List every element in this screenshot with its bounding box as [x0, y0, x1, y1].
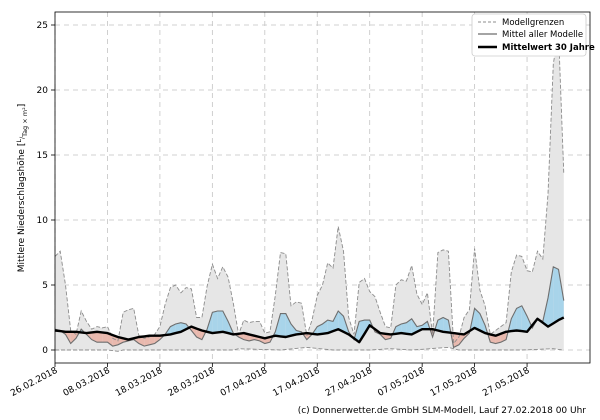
- x-tick-label: 07.05.2018: [376, 366, 426, 399]
- above-average-fill: [422, 321, 428, 330]
- above-average-fill: [170, 324, 176, 335]
- above-average-fill: [411, 318, 417, 335]
- above-average-fill: [338, 311, 344, 332]
- below-average-fill: [102, 332, 108, 343]
- series-line-mean-models: [55, 265, 565, 349]
- series-line-range-upper: [55, 31, 565, 345]
- legend-label-mean-30y: Mittelwert 30 Jahre: [502, 43, 595, 53]
- x-tick-label: 27.04.2018: [324, 366, 374, 399]
- above-average-fill: [558, 269, 564, 321]
- above-average-fill: [511, 308, 517, 332]
- above-average-fill: [327, 320, 333, 334]
- below-average-fill: [196, 328, 202, 340]
- below-average-fill: [91, 331, 97, 343]
- above-average-fill: [291, 324, 297, 336]
- range-band: [55, 31, 564, 352]
- above-average-fill: [521, 305, 528, 332]
- above-average-fill: [222, 311, 229, 334]
- x-tick-label: 17.04.2018: [271, 366, 321, 399]
- below-average-fill: [149, 335, 155, 345]
- above-average-fill: [443, 317, 449, 333]
- series-line-range-lower: [55, 346, 564, 352]
- x-tick-label: 28.03.2018: [167, 366, 217, 399]
- series-areas: [55, 31, 564, 352]
- y-tick-label: 25: [37, 21, 48, 31]
- x-tick-label: 27.05.2018: [481, 366, 531, 399]
- series-line-mean-30y: [55, 316, 565, 344]
- above-average-fill: [474, 308, 480, 331]
- above-average-fill: [175, 322, 181, 334]
- above-average-fill: [359, 320, 365, 343]
- above-average-fill: [401, 322, 407, 334]
- plot-frame: [54, 11, 591, 364]
- legend-label-range: Modellgrenzen: [502, 18, 564, 28]
- y-axis-label: Mittlere Niederschlagshöhe [L/Tag × m²]: [15, 104, 29, 272]
- above-average-fill: [317, 324, 323, 335]
- y-tick-label: 0: [42, 346, 48, 356]
- x-tick-label: 17.05.2018: [429, 366, 479, 399]
- above-average-fill: [406, 318, 412, 335]
- legend-label-mean-models: Mittel aller Modelle: [502, 30, 583, 40]
- below-average-fill: [154, 335, 160, 344]
- above-average-fill: [280, 313, 286, 337]
- legend-box: [471, 13, 587, 57]
- above-average-fill: [548, 266, 554, 327]
- y-tick-label: 10: [37, 216, 49, 226]
- x-tick-label: 08.03.2018: [62, 366, 112, 399]
- above-average-fill: [527, 316, 532, 332]
- x-axis: 26.02.2018 08.03.2018 18.03.2018 28.03.2018…: [9, 363, 532, 399]
- above-average-fill: [217, 311, 223, 333]
- legend: Modellgrenzen Mittel aller Modelle Mitte…: [471, 13, 595, 57]
- above-average-fill: [553, 266, 559, 324]
- x-tick-label: 26.02.2018: [9, 366, 59, 399]
- above-average-fill: [437, 317, 444, 332]
- above-average-fill: [285, 313, 292, 337]
- y-tick-label: 20: [37, 86, 49, 96]
- above-average-fill: [479, 313, 486, 334]
- below-average-fill: [96, 331, 103, 343]
- above-average-fill: [516, 305, 522, 332]
- above-average-fill: [332, 311, 339, 332]
- x-tick-label: 18.03.2018: [114, 366, 164, 399]
- y-tick-label: 15: [37, 151, 48, 161]
- y-tick-label: 5: [42, 281, 48, 291]
- y-axis: 0 5 10 15 20 25: [37, 21, 55, 356]
- credit-text: (c) Donnerwetter.de GmbH SLM-Modell, Lau…: [297, 406, 586, 416]
- below-average-fill: [490, 334, 496, 344]
- x-tick-label: 07.04.2018: [219, 366, 269, 399]
- below-average-fill: [70, 331, 76, 344]
- series-lines: [55, 31, 565, 352]
- below-average-fill: [458, 333, 465, 345]
- above-average-fill: [212, 311, 218, 334]
